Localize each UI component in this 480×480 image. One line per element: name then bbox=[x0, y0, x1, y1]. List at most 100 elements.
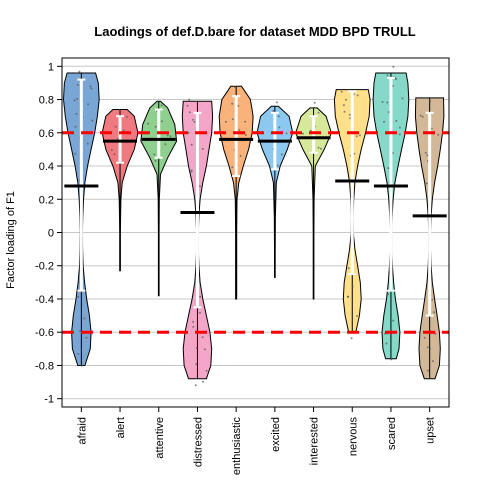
y-axis-label: Factor loading of F1 bbox=[5, 191, 17, 289]
plot-frame bbox=[61, 57, 450, 408]
x-tick-label: afraid bbox=[76, 417, 88, 445]
data-point bbox=[358, 134, 361, 137]
data-point bbox=[280, 153, 283, 156]
data-point bbox=[237, 104, 240, 107]
data-point bbox=[80, 348, 83, 351]
data-point bbox=[421, 115, 424, 118]
data-point bbox=[85, 336, 88, 339]
x-tick-label: nervous bbox=[347, 417, 359, 457]
data-point bbox=[383, 120, 386, 123]
data-point bbox=[75, 112, 78, 115]
data-point bbox=[424, 97, 427, 100]
data-point bbox=[387, 293, 389, 296]
y-tick-label: 0 bbox=[48, 228, 54, 240]
data-point bbox=[83, 317, 86, 320]
data-point bbox=[426, 154, 429, 157]
data-point bbox=[195, 363, 198, 366]
violin-nervous bbox=[333, 89, 371, 340]
data-point bbox=[244, 120, 247, 123]
data-point bbox=[74, 152, 77, 155]
y-tick-label: 0.2 bbox=[39, 194, 54, 206]
data-point bbox=[234, 86, 237, 89]
data-point bbox=[238, 128, 241, 131]
data-point bbox=[89, 85, 92, 88]
data-point bbox=[398, 133, 401, 136]
data-point bbox=[122, 129, 125, 132]
data-point bbox=[90, 87, 93, 90]
data-point bbox=[425, 182, 428, 185]
data-point bbox=[74, 125, 77, 128]
data-point bbox=[347, 267, 350, 270]
data-point bbox=[202, 380, 205, 383]
data-point bbox=[302, 132, 304, 135]
data-point bbox=[430, 127, 433, 130]
data-point bbox=[432, 360, 434, 363]
data-point bbox=[431, 298, 434, 301]
data-point bbox=[188, 111, 191, 114]
data-point bbox=[118, 109, 121, 112]
data-point bbox=[195, 346, 198, 349]
data-point bbox=[317, 111, 320, 114]
data-point bbox=[79, 330, 82, 332]
data-point bbox=[86, 142, 89, 145]
violin-interested bbox=[295, 101, 332, 300]
data-point bbox=[427, 369, 430, 372]
x-tick-label: scared bbox=[386, 417, 398, 450]
data-point bbox=[192, 118, 195, 121]
data-point bbox=[113, 153, 116, 156]
data-point bbox=[398, 126, 401, 129]
chart-title: Laodings of def.D.bare for dataset MDD B… bbox=[94, 24, 415, 39]
data-point bbox=[164, 143, 167, 146]
data-point bbox=[147, 122, 150, 125]
data-point bbox=[275, 101, 278, 104]
data-point bbox=[154, 159, 157, 162]
data-point bbox=[285, 132, 288, 135]
data-point bbox=[356, 94, 359, 97]
data-point bbox=[426, 346, 429, 349]
data-point bbox=[276, 164, 279, 167]
data-point bbox=[419, 114, 422, 117]
data-point bbox=[390, 358, 393, 361]
data-point bbox=[110, 149, 113, 152]
data-point bbox=[199, 295, 202, 298]
violin-alert bbox=[101, 109, 139, 272]
data-point bbox=[387, 111, 390, 114]
data-point bbox=[278, 126, 281, 129]
data-point bbox=[169, 135, 172, 138]
data-point bbox=[239, 154, 242, 157]
data-point bbox=[80, 364, 83, 367]
data-point bbox=[154, 125, 157, 128]
data-point bbox=[401, 97, 404, 100]
data-point bbox=[423, 336, 426, 339]
violin-enthusiastic bbox=[218, 85, 254, 300]
violin-attentive bbox=[140, 100, 178, 297]
violin-scared bbox=[372, 65, 410, 361]
data-point bbox=[317, 146, 320, 149]
data-point bbox=[231, 102, 234, 105]
data-point bbox=[381, 100, 384, 103]
y-tick-label: -0.2 bbox=[35, 261, 54, 273]
data-point bbox=[350, 337, 353, 340]
data-point bbox=[188, 98, 191, 101]
data-point bbox=[203, 348, 206, 351]
reference-lines bbox=[62, 131, 449, 334]
data-point bbox=[429, 347, 432, 350]
data-point bbox=[429, 377, 432, 379]
data-point bbox=[186, 104, 189, 107]
violin-upset bbox=[412, 97, 447, 380]
data-point bbox=[231, 118, 234, 121]
data-point bbox=[348, 113, 351, 116]
data-point bbox=[190, 143, 193, 146]
data-point bbox=[87, 103, 90, 106]
data-point bbox=[342, 104, 345, 107]
data-point bbox=[190, 170, 193, 173]
data-point bbox=[386, 74, 389, 77]
data-point bbox=[198, 185, 201, 188]
x-tick-label: upset bbox=[425, 417, 437, 444]
y-tick-label: -0.4 bbox=[35, 294, 54, 306]
x-tick-label: excited bbox=[270, 417, 282, 452]
data-point bbox=[231, 166, 234, 169]
x-tick-label: interested bbox=[309, 417, 321, 465]
data-point bbox=[392, 65, 395, 68]
